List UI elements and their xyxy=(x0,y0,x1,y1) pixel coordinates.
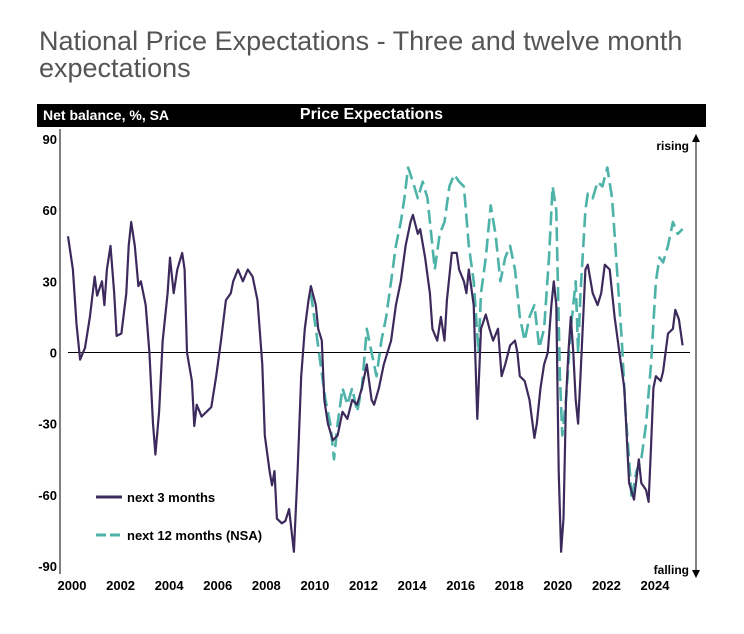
y-tick-label: 30 xyxy=(43,274,57,289)
y-tick-label: -90 xyxy=(38,559,57,574)
x-tick-label: 2024 xyxy=(641,578,671,593)
x-tick-label: 2010 xyxy=(300,578,329,593)
x-tick-label: 2014 xyxy=(398,578,428,593)
x-tick-label: 2006 xyxy=(203,578,232,593)
x-tick-label: 2018 xyxy=(495,578,524,593)
y-tick-label: 60 xyxy=(43,203,57,218)
page-title: National Price Expectations - Three and … xyxy=(39,26,683,83)
chart-header-bar: Net balance, %, SA Price Expectations xyxy=(37,104,706,127)
y-axis-label: Net balance, %, SA xyxy=(43,107,170,123)
x-tick-label: 2002 xyxy=(106,578,135,593)
y-tick-label: -60 xyxy=(38,488,57,503)
series-line-12-months xyxy=(309,166,684,501)
legend-label: next 12 months (NSA) xyxy=(127,528,262,543)
x-tick-label: 2008 xyxy=(252,578,281,593)
x-tick-label: 2004 xyxy=(155,578,185,593)
chart-title: Price Expectations xyxy=(299,106,444,123)
x-tick-label: 2000 xyxy=(58,578,87,593)
x-tick-label: 2022 xyxy=(592,578,621,593)
x-tick-label: 2020 xyxy=(543,578,572,593)
x-tick-label: 2012 xyxy=(349,578,378,593)
falling-label: falling xyxy=(654,563,689,577)
y-tick-label: 0 xyxy=(50,346,57,361)
y-tick-label: 90 xyxy=(43,132,57,147)
rising-label: rising xyxy=(656,139,689,153)
x-tick-label: 2016 xyxy=(446,578,475,593)
arrow-down-icon xyxy=(692,570,700,578)
y-tick-label: -30 xyxy=(38,417,57,432)
series-line-3-months xyxy=(66,213,684,553)
legend-label: next 3 months xyxy=(127,490,215,505)
arrow-up-icon xyxy=(692,134,700,142)
